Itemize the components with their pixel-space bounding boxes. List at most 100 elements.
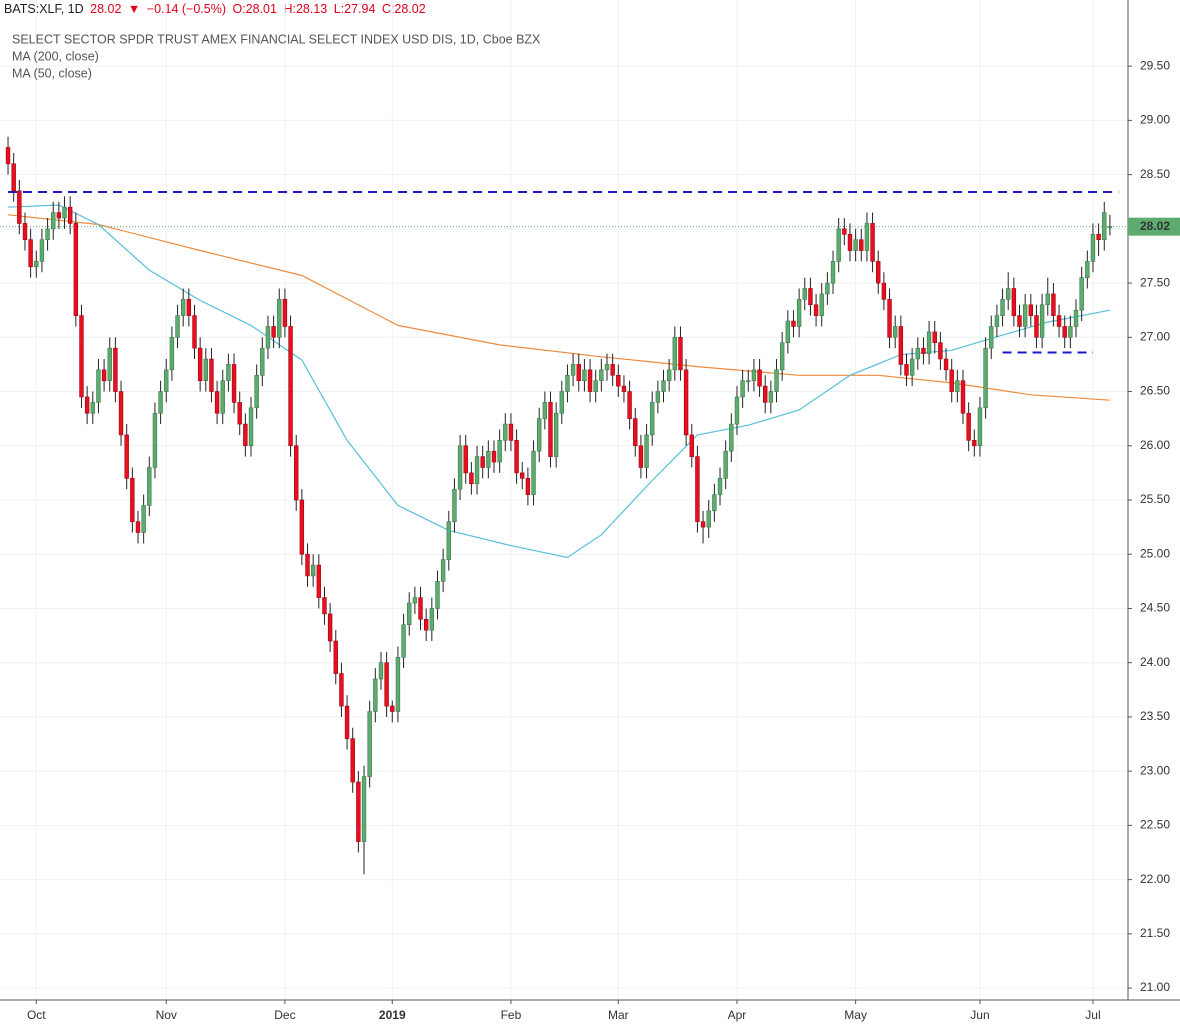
x-tick-label: Jul: [1085, 1008, 1100, 1022]
candle-body: [926, 331, 932, 354]
grid: [0, 0, 1128, 1000]
candle-body: [294, 445, 299, 501]
candle-body: [1051, 293, 1056, 316]
candle-body: [542, 402, 548, 419]
candle-body: [830, 261, 836, 284]
y-tick-label: 23.50: [1140, 709, 1170, 723]
candle-body: [859, 239, 864, 251]
high: H:28.13: [283, 2, 328, 16]
candle-body: [152, 412, 158, 468]
candle-body: [1045, 293, 1050, 306]
candle-body: [423, 619, 429, 631]
candle-body: [84, 396, 90, 414]
last-price-tag: [1128, 217, 1180, 236]
candle-body: [1006, 288, 1011, 300]
candle-body: [785, 320, 791, 344]
x-tick-label: Apr: [728, 1008, 747, 1022]
y-tick-label: 23.00: [1140, 763, 1170, 777]
candle-body: [197, 347, 203, 381]
candle-body: [610, 364, 615, 376]
candle-body: [310, 564, 316, 577]
candle-body: [305, 553, 310, 577]
candle-body: [457, 445, 463, 490]
y-tick-label: 24.50: [1140, 601, 1170, 615]
candle-body: [1039, 304, 1045, 338]
candle-body: [418, 597, 423, 620]
candle-body: [621, 385, 627, 392]
candle-body: [79, 315, 84, 398]
candle-body: [960, 380, 966, 414]
candle-body: [678, 337, 683, 371]
ma-line: [7, 204, 1111, 559]
candle-body: [51, 212, 56, 230]
candle-body: [265, 326, 271, 349]
candle-body: [164, 369, 169, 392]
candle-body: [768, 391, 774, 403]
candle-body: [796, 299, 802, 327]
candle-body: [876, 261, 881, 284]
candle-body: [96, 369, 101, 403]
candle-body: [373, 678, 378, 712]
candle-body: [644, 434, 649, 468]
candle-body: [90, 402, 95, 414]
candle-body: [616, 374, 621, 387]
candle-body: [989, 326, 994, 349]
candle-body: [520, 472, 525, 479]
candle-body: [101, 369, 107, 381]
marks: [0, 136, 1128, 875]
legend-entry: MA (50, close): [12, 66, 92, 80]
candle-body: [1107, 226, 1113, 229]
candle-body: [712, 494, 717, 512]
candle-body: [34, 261, 39, 268]
open: O:28.01: [232, 2, 277, 16]
candle-body: [214, 391, 220, 414]
candle-body: [1000, 299, 1005, 316]
candle-body: [491, 450, 497, 463]
candle-body: [141, 505, 146, 533]
candle-body: [525, 478, 531, 495]
candle-body: [503, 423, 508, 441]
candle-body: [390, 705, 395, 712]
candle-body: [333, 640, 338, 674]
down-arrow: ▼: [127, 2, 141, 16]
candle-body: [909, 358, 915, 376]
candle-body: [791, 320, 796, 327]
candle-body: [130, 478, 135, 522]
candle-body: [248, 407, 254, 447]
candle-body: [271, 326, 276, 338]
candle-body: [1096, 233, 1101, 240]
candle-body: [254, 374, 259, 409]
candle-body: [638, 445, 644, 468]
candle-body: [260, 347, 265, 376]
candle-body: [825, 282, 830, 295]
candle-body: [689, 434, 694, 457]
candle-body: [1022, 304, 1028, 327]
candle-body: [553, 412, 559, 457]
y-tick-label: 27.00: [1140, 329, 1170, 343]
candle-body: [1079, 277, 1084, 311]
candle-body: [921, 347, 926, 354]
candle-body: [700, 521, 706, 528]
candle-body: [706, 510, 711, 528]
candle-body: [582, 369, 587, 381]
candle-body: [356, 781, 361, 842]
ma-line: [7, 214, 1110, 401]
candle-body: [1062, 326, 1067, 338]
candle-body: [45, 228, 50, 240]
candle-body: [508, 423, 514, 441]
candle-body: [757, 369, 762, 387]
candle-body: [746, 380, 751, 382]
candle-body: [384, 662, 389, 707]
candle-body: [395, 656, 401, 712]
candle-body: [717, 478, 723, 495]
y-tick-label: 25.00: [1140, 546, 1170, 560]
candle-body: [898, 326, 904, 365]
candle-body: [559, 391, 564, 414]
candle-body: [344, 705, 350, 739]
candle-body: [570, 364, 576, 376]
candle-body: [881, 282, 887, 300]
candle-body: [367, 711, 372, 777]
candle-body: [966, 412, 971, 441]
